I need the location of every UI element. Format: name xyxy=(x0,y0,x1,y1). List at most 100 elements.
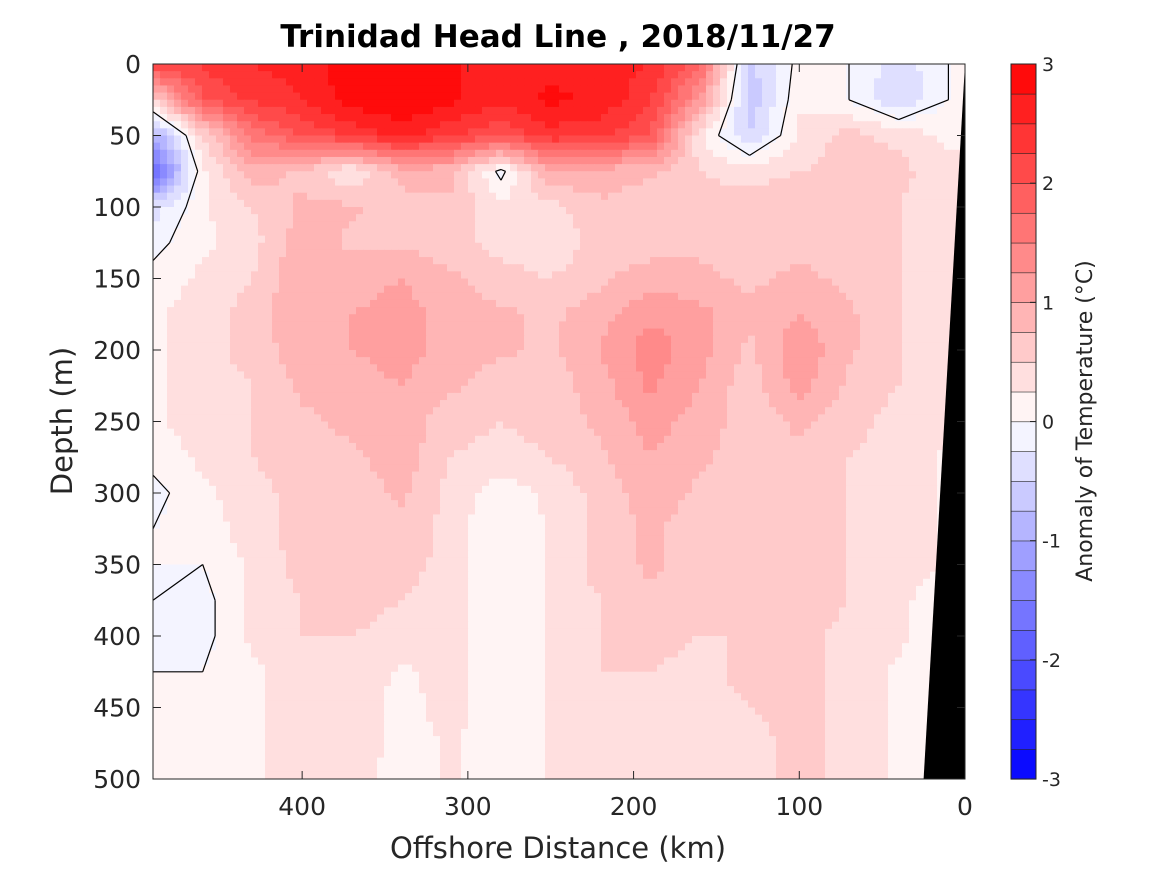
heatmap-cell xyxy=(699,85,707,94)
heatmap-cell xyxy=(230,214,238,222)
heatmap-cell xyxy=(636,149,644,158)
heatmap-cell xyxy=(377,221,385,230)
heatmap-cell xyxy=(650,121,658,129)
heatmap-cell xyxy=(937,99,945,108)
heatmap-cell xyxy=(503,249,511,258)
heatmap-cell xyxy=(811,221,819,230)
heatmap-cell xyxy=(909,299,917,308)
heatmap-cell xyxy=(769,156,777,165)
heatmap-cell xyxy=(762,106,770,115)
heatmap-cell xyxy=(783,106,791,115)
heatmap-cell xyxy=(454,106,462,115)
heatmap-cell xyxy=(279,64,287,72)
heatmap-cell xyxy=(244,235,252,244)
heatmap-cell xyxy=(545,335,553,344)
heatmap-cell xyxy=(258,292,266,301)
heatmap-cell xyxy=(636,221,644,230)
heatmap-cell xyxy=(363,242,371,251)
heatmap-cell xyxy=(265,192,273,201)
heatmap-cell xyxy=(720,299,728,308)
heatmap-cell xyxy=(874,328,882,337)
heatmap-cell xyxy=(713,364,721,373)
heatmap-cell xyxy=(615,199,623,208)
heatmap-cell xyxy=(356,92,364,101)
heatmap-cell xyxy=(832,135,840,144)
heatmap-cell xyxy=(783,257,791,265)
heatmap-cell xyxy=(209,221,217,230)
heatmap-cell xyxy=(636,299,644,308)
heatmap-cell xyxy=(888,171,896,179)
heatmap-cell xyxy=(335,114,343,122)
heatmap-cell xyxy=(356,235,364,244)
heatmap-cell xyxy=(286,228,294,237)
heatmap-cell xyxy=(727,78,735,87)
heatmap-cell xyxy=(944,350,952,358)
heatmap-cell xyxy=(167,156,175,165)
heatmap-cell xyxy=(265,364,273,373)
heatmap-cell xyxy=(468,278,476,287)
heatmap-cell xyxy=(895,142,903,151)
heatmap-cell xyxy=(531,199,539,208)
heatmap-cell xyxy=(328,92,336,101)
heatmap-cell xyxy=(643,364,651,373)
heatmap-cell xyxy=(860,156,868,165)
heatmap-cell xyxy=(874,235,882,244)
heatmap-cell xyxy=(783,235,791,244)
heatmap-cell xyxy=(202,156,210,165)
heatmap-cell xyxy=(377,71,385,79)
heatmap-cell xyxy=(944,121,952,129)
heatmap-cell xyxy=(216,164,224,172)
heatmap-cell xyxy=(286,350,294,358)
heatmap-cell xyxy=(923,299,931,308)
heatmap-cell xyxy=(503,328,511,337)
heatmap-cell xyxy=(468,207,476,215)
heatmap-cell xyxy=(874,164,882,172)
heatmap-cell xyxy=(790,221,798,230)
heatmap-cell xyxy=(356,335,364,344)
heatmap-cell xyxy=(783,228,791,237)
heatmap-cell xyxy=(636,199,644,208)
heatmap-cell xyxy=(244,85,252,94)
heatmap-cell xyxy=(909,214,917,222)
heatmap-cell xyxy=(811,235,819,244)
heatmap-cell xyxy=(279,335,287,344)
heatmap-cell xyxy=(727,178,735,187)
heatmap-cell xyxy=(790,149,798,158)
heatmap-cell xyxy=(496,92,504,101)
heatmap-cell xyxy=(440,78,448,87)
heatmap-cell xyxy=(286,299,294,308)
heatmap-cell xyxy=(286,249,294,258)
heatmap-cell xyxy=(888,192,896,201)
heatmap-cell xyxy=(405,249,413,258)
heatmap-cell xyxy=(293,149,301,158)
heatmap-cell xyxy=(846,92,854,101)
heatmap-cell xyxy=(608,106,616,115)
heatmap-cell xyxy=(356,135,364,144)
heatmap-cell xyxy=(167,171,175,179)
heatmap-cell xyxy=(475,242,483,251)
heatmap-cell xyxy=(538,85,546,94)
heatmap-cell xyxy=(650,249,658,258)
heatmap-cell xyxy=(559,199,567,208)
heatmap-cell xyxy=(167,328,175,337)
heatmap-cell xyxy=(160,285,168,294)
heatmap-cell xyxy=(895,114,903,122)
heatmap-cell xyxy=(496,142,504,151)
heatmap-cell xyxy=(734,135,742,144)
heatmap-cell xyxy=(853,335,861,344)
heatmap-cell xyxy=(342,285,350,294)
heatmap-cell xyxy=(447,278,455,287)
heatmap-cell xyxy=(930,278,938,287)
heatmap-cell xyxy=(860,71,868,79)
heatmap-cell xyxy=(447,357,455,365)
heatmap-cell xyxy=(867,278,875,287)
heatmap-cell xyxy=(356,357,364,365)
heatmap-cell xyxy=(307,164,315,172)
heatmap-cell xyxy=(895,221,903,230)
heatmap-cell xyxy=(286,192,294,201)
heatmap-cell xyxy=(664,142,672,151)
heatmap-cell xyxy=(664,156,672,165)
heatmap-cell xyxy=(286,64,294,72)
heatmap-cell xyxy=(489,292,497,301)
heatmap-cell xyxy=(566,364,574,373)
